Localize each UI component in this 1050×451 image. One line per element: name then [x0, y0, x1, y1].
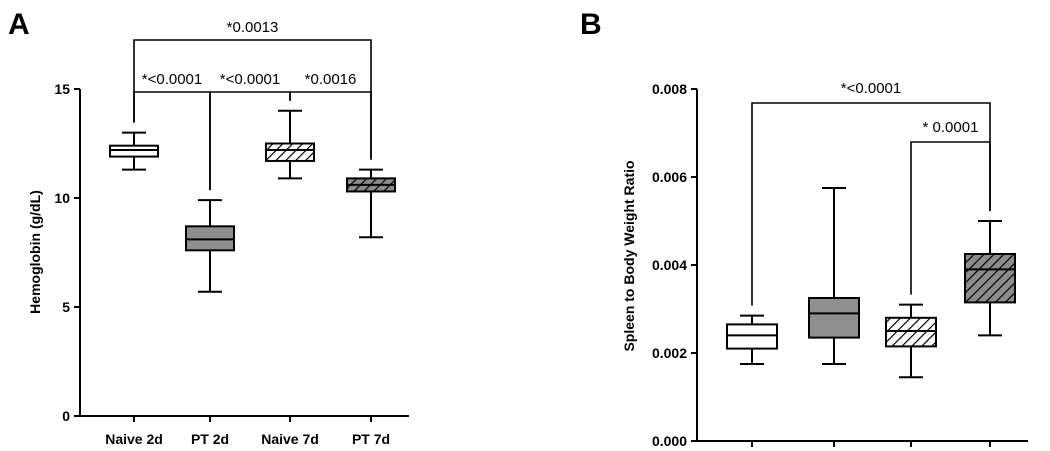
panel-a-bracket-line [209, 91, 291, 191]
panel-a-y-tick-label: 15 [54, 81, 70, 97]
panel-b-bracket-line [910, 141, 991, 295]
panel-a-p-value-label: *<0.0001 [220, 71, 280, 88]
panel-a-comparisons: *0.0013 *<0.0001 *<0.0001 *0.0016 [133, 19, 372, 191]
panel-a-x-axis: Naive 2d PT 2d Naive 7d PT 7d [80, 415, 409, 447]
panel-a-boxes [109, 109, 396, 293]
panel-a-box-pt-7d [346, 168, 396, 239]
panel-b-p-value-label: *<0.0001 [841, 80, 901, 97]
panel-b-y-axis: 0.000 0.002 0.004 0.006 0.008 [652, 81, 698, 449]
panel-a-x-tick-label-pt-7d: PT 7d [352, 431, 390, 447]
panel-a-comparison-pt-2d-vs-naive-7d: *<0.0001 [209, 71, 291, 191]
panel-a-p-value-label: *0.0016 [305, 71, 357, 88]
panel-a-x-tick-label-naive-2d: Naive 2d [105, 431, 163, 447]
panel-a-box-pt-2d [185, 199, 235, 293]
panel-b-box-naive-2d [726, 314, 778, 365]
panel-b-y-tick-label: 0.008 [652, 81, 687, 97]
panel-a-x-tick-label-pt-2d: PT 2d [191, 431, 229, 447]
panel-b-box-body [726, 323, 778, 350]
panel-a-y-axis: 0 5 10 15 [54, 81, 81, 424]
panel-a-bracket-line [133, 91, 211, 191]
panel-a-y-tick-label: 0 [62, 408, 70, 424]
panel-a-p-value-label: *<0.0001 [142, 71, 202, 88]
panel-b-comparison-naive-2d-vs-pt-7d: *<0.0001 [751, 80, 991, 306]
panel-b-box-pt-7d [964, 220, 1016, 337]
panel-b-y-axis-title: Spleen to Body Weight Ratio [621, 160, 637, 351]
panel-a-x-tick-label-naive-7d: Naive 7d [261, 431, 319, 447]
panel-b-box-body [808, 297, 860, 339]
panel-a-chart: A Hemoglobin (g/dL) 0 5 10 15 Naive 2d PT 2d… [8, 8, 409, 447]
panel-b-y-tick-label: 0.006 [652, 169, 687, 185]
panel-a-box-body [109, 144, 159, 158]
panel-b-boxes [726, 187, 1016, 379]
panel-b-box-body [885, 316, 937, 348]
panel-b-box-pt-2d [808, 187, 860, 365]
panel-a-comparison-naive-7d-vs-pt-7d: *0.0016 [289, 71, 372, 160]
panel-a-y-tick-label: 10 [54, 190, 70, 206]
panel-b-letter: B [580, 8, 602, 41]
panel-b-y-tick-label: 0.002 [652, 345, 687, 361]
panel-a-p-value-label: *0.0013 [227, 19, 279, 36]
panel-a-box-naive-2d [109, 131, 159, 171]
panel-b-p-value-label: * 0.0001 [923, 119, 979, 136]
panel-a-bracket-line [289, 91, 372, 160]
panel-a-letter: A [8, 8, 30, 41]
panel-b-comparisons: *<0.0001 * 0.0001 [751, 80, 991, 306]
panel-b-box-naive-7d [885, 303, 937, 379]
panel-b-y-tick-label: 0.004 [652, 257, 687, 273]
panel-a-bracket-line [133, 39, 372, 160]
panel-a-comparison-naive-2d-vs-pt-7d: *0.0013 [133, 19, 372, 160]
panel-b-box-body [964, 253, 1016, 304]
panel-a-y-tick-label: 5 [62, 299, 70, 315]
panel-b-chart: B Spleen to Body Weight Ratio 0.000 0.002… [580, 8, 1028, 449]
panel-b-comparison-naive-7d-vs-pt-7d: * 0.0001 [910, 119, 991, 295]
panel-a-y-axis-title: Hemoglobin (g/dL) [27, 190, 43, 314]
panel-a-comparison-naive-2d-vs-pt-2d: *<0.0001 [133, 71, 211, 191]
panel-a-box-naive-7d [265, 109, 315, 180]
panel-b-y-tick-label: 0.000 [652, 433, 687, 449]
panel-a-box-body [265, 142, 315, 162]
panel-a-box-body [185, 225, 235, 252]
